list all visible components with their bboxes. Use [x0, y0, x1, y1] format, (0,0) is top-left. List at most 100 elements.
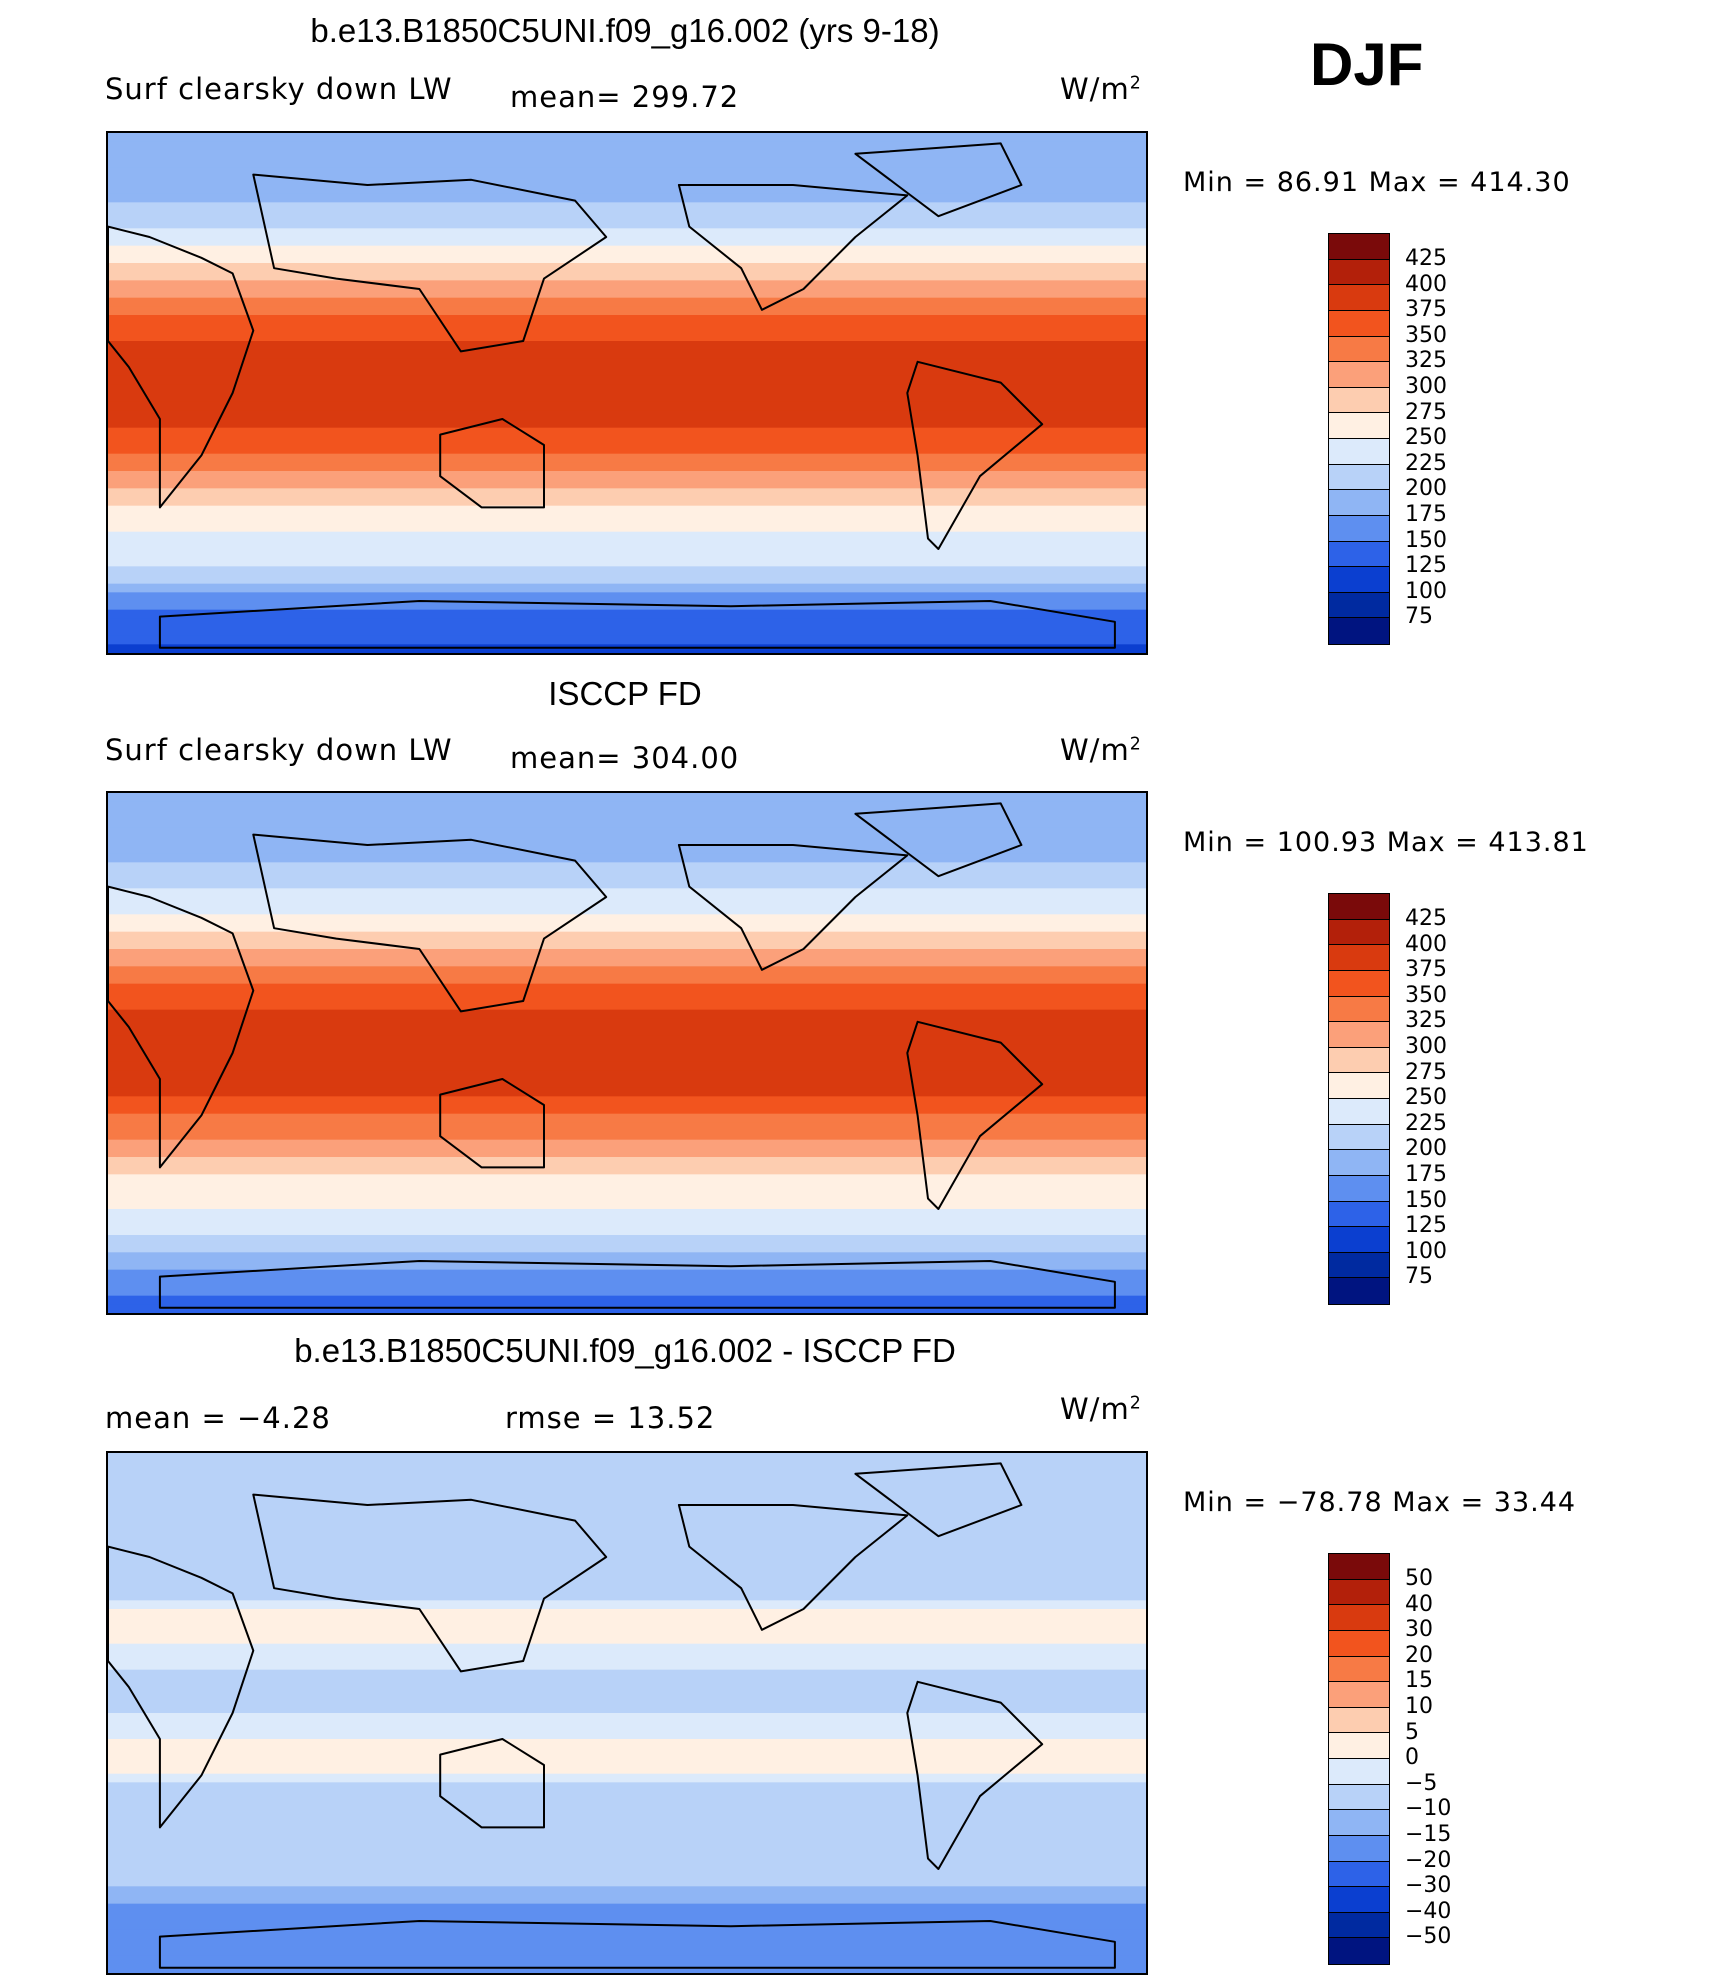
field-band [108, 219, 1146, 229]
colorbar-tick-label: 30 [1405, 1617, 1433, 1643]
colorbar-swatch [1329, 310, 1389, 337]
field-band [108, 245, 1146, 255]
field-band [108, 1583, 1146, 1593]
field-band [108, 202, 1146, 212]
field-band [108, 897, 1146, 907]
colorbar-tick-label: 425 [1405, 246, 1447, 271]
coastline [439, 1738, 545, 1829]
field-band [108, 297, 1146, 307]
field-band [108, 836, 1146, 846]
field-band [108, 1565, 1146, 1575]
field-band [108, 1713, 1146, 1723]
field-band [108, 263, 1146, 273]
field-band [108, 810, 1146, 820]
field-band [108, 176, 1146, 186]
field-band [108, 1183, 1146, 1193]
colorbar-tick-label: 175 [1405, 1161, 1447, 1187]
field-band [108, 1252, 1146, 1262]
field-band [108, 271, 1146, 281]
field-band [108, 1912, 1146, 1922]
coastline [906, 1680, 1044, 1870]
field-band [108, 1782, 1146, 1792]
field-band [108, 557, 1146, 567]
colorbar-tick-label: 300 [1405, 1033, 1447, 1059]
colorbar-swatch [1329, 259, 1389, 286]
colorbar-swatch [1329, 1682, 1389, 1708]
field-band [108, 1635, 1146, 1645]
panel-3-minmax: Min = −78.78 Max = 33.44 [1183, 1487, 1577, 1518]
coastline [854, 142, 1023, 218]
panel-3-colorbar-ticks: 50 40 30 20 15 10 5 0 −5 −10 −15 −20 −30 −40 −50 [1405, 1566, 1451, 1950]
field-band [108, 862, 1146, 872]
field-band [108, 1235, 1146, 1245]
field-band [108, 1704, 1146, 1714]
panel-3-mean-label: mean = −4.28 [105, 1401, 331, 1435]
field-band [108, 1096, 1146, 1106]
colorbar-tick-label: 350 [1405, 322, 1447, 348]
colorbar-tick-label: 250 [1405, 425, 1447, 451]
panel-1-minmax: Min = 86.91 Max = 414.30 [1183, 167, 1571, 198]
field-band [108, 940, 1146, 950]
colorbar-swatch [1329, 1227, 1389, 1253]
field-band [108, 1860, 1146, 1870]
field-band [108, 566, 1146, 576]
field-band [108, 1061, 1146, 1071]
field-band [108, 1765, 1146, 1775]
panel-2-colorbar [1328, 893, 1390, 1305]
colorbar-tick-label: 20 [1405, 1642, 1433, 1668]
panel-2-minmax: Min = 100.93 Max = 413.81 [1183, 827, 1589, 858]
colorbar-swatch [1329, 1022, 1389, 1048]
field-band [108, 1027, 1146, 1037]
coastline [439, 1078, 545, 1169]
field-band [108, 1105, 1146, 1115]
field-band [108, 635, 1146, 645]
colorbar-tick-label: 375 [1405, 297, 1447, 323]
coastline [252, 1493, 608, 1673]
field-band [108, 1209, 1146, 1219]
field-band [108, 949, 1146, 959]
colorbar-swatch [1329, 234, 1389, 260]
colorbar-tick-label: 325 [1405, 348, 1447, 374]
colorbar-tick-label: 300 [1405, 373, 1447, 399]
panel-2-field [108, 793, 1146, 1313]
field-band [108, 349, 1146, 359]
colorbar-swatch [1329, 567, 1389, 593]
field-band [108, 1487, 1146, 1497]
field-band [108, 1643, 1146, 1653]
field-band [108, 1600, 1146, 1610]
colorbar-swatch [1329, 1554, 1389, 1580]
coastline [158, 1920, 1116, 1969]
colorbar-swatch [1329, 919, 1389, 946]
field-band [108, 1035, 1146, 1045]
field-band [108, 819, 1146, 829]
field-band [108, 141, 1146, 151]
colorbar-tick-label: −10 [1405, 1796, 1452, 1822]
coastline [108, 1545, 255, 1829]
field-band [108, 1626, 1146, 1636]
colorbar-swatch [1329, 1150, 1389, 1176]
colorbar-swatch [1329, 1252, 1389, 1279]
colorbar-swatch [1329, 1630, 1389, 1657]
field-band [108, 1938, 1146, 1948]
panel-3-colorbar [1328, 1553, 1390, 1965]
colorbar-tick-label: −15 [1405, 1821, 1452, 1847]
field-band [108, 992, 1146, 1002]
field-band [108, 133, 1146, 143]
panel-2-units: W/m2 [1060, 733, 1142, 767]
colorbar-tick-label: 350 [1405, 982, 1447, 1008]
field-band [108, 905, 1146, 915]
panel-1-mean-label: mean= 299.72 [510, 80, 740, 114]
field-band [108, 1799, 1146, 1809]
colorbar-tick-label: −30 [1405, 1873, 1452, 1899]
colorbar-swatch [1329, 970, 1389, 997]
coastline [439, 418, 545, 509]
field-band [108, 1200, 1146, 1210]
field-band [108, 453, 1146, 463]
field-band [108, 1557, 1146, 1567]
field-band [108, 1929, 1146, 1939]
field-band [108, 341, 1146, 351]
panel-1-colorbar-ticks: 425 400 375 350 325 300 275 250 225 200 175 150 125 1… [1405, 246, 1447, 630]
field-band [108, 410, 1146, 420]
field-band [108, 1539, 1146, 1549]
field-band [108, 1217, 1146, 1227]
